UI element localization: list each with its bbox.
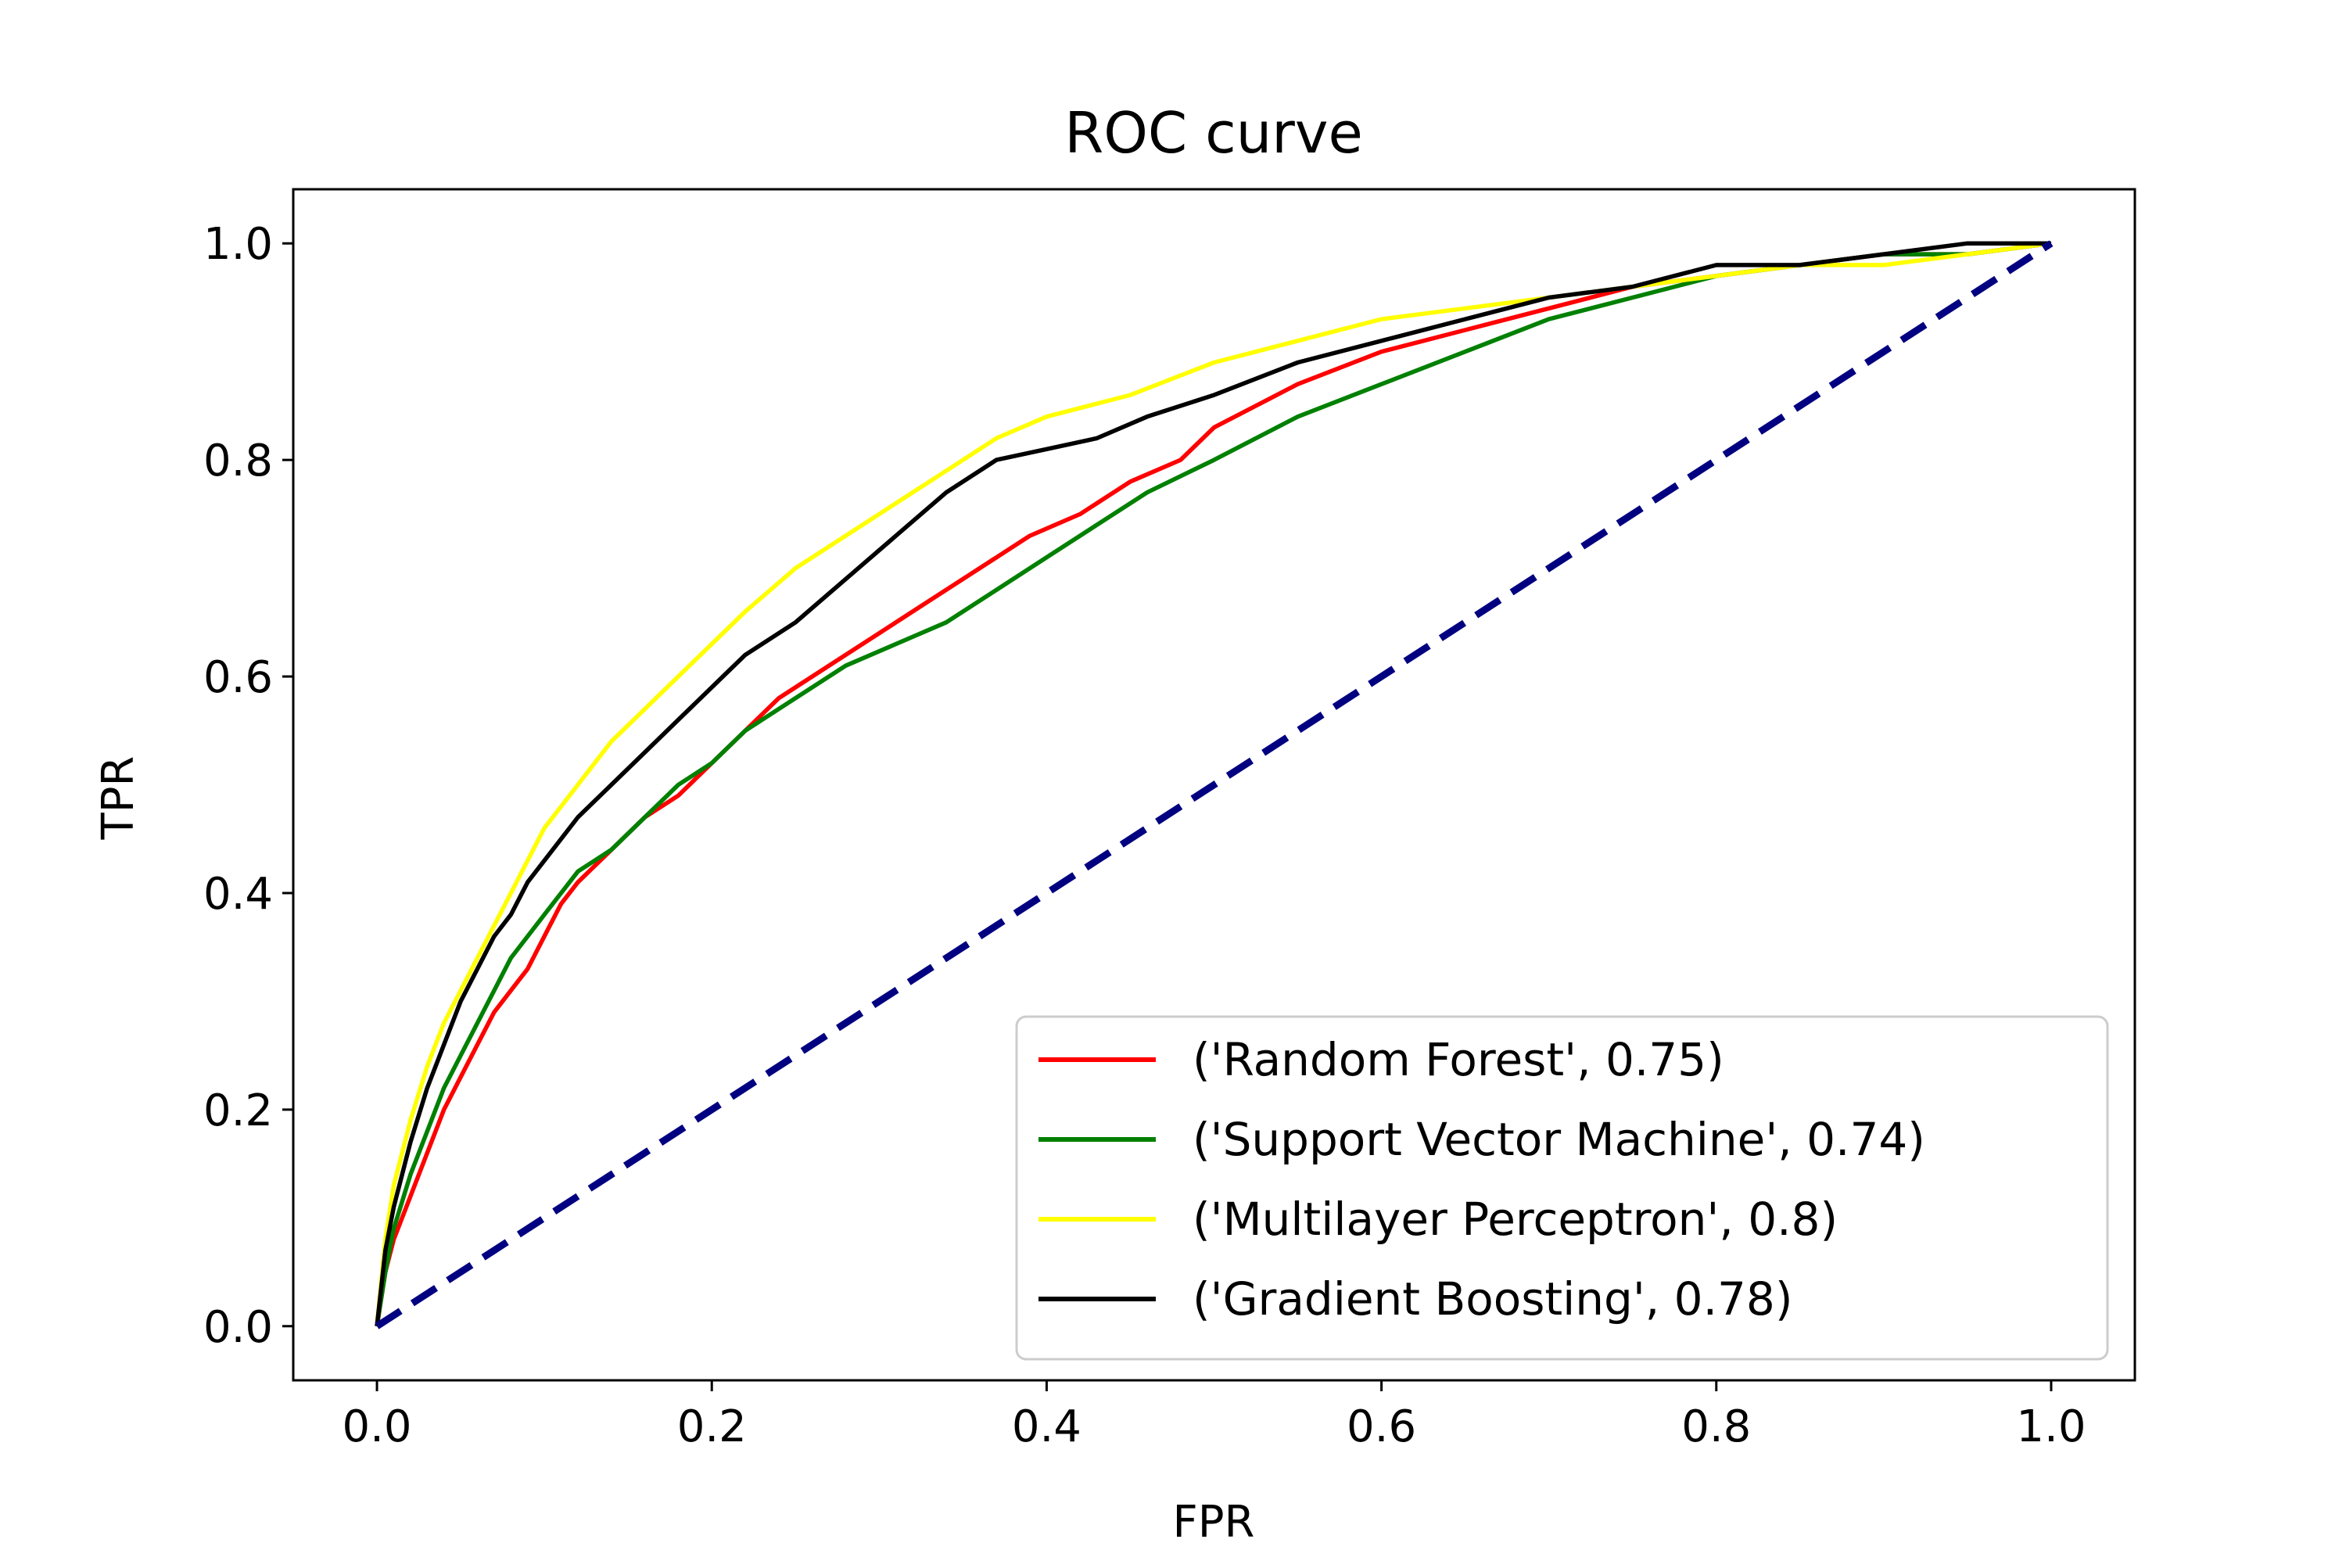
plot-area: 0.0 0.2 0.4 0.6 0.8 1.0 0.0 0.2 0.4 0.6 0.8 1.0 ('Ra… <box>203 188 2136 1452</box>
legend-label: ('Gradient Boosting', 0.78) <box>1193 1272 1792 1326</box>
y-tick-label: 1.0 <box>203 219 273 270</box>
x-tick-label: 0.0 <box>343 1401 412 1452</box>
y-tick-label: 0.0 <box>203 1302 273 1353</box>
y-axis-label: TPR <box>93 756 144 841</box>
x-tick-label: 0.4 <box>1012 1401 1082 1452</box>
series-line-0 <box>375 241 2052 1327</box>
plot-frame <box>292 188 2136 1382</box>
legend-label: ('Multilayer Perceptron', 0.8) <box>1193 1193 1838 1246</box>
y-tick-label: 0.6 <box>203 652 273 703</box>
chart-title: ROC curve <box>1064 100 1363 166</box>
x-tick-label: 1.0 <box>2016 1401 2086 1452</box>
y-tick-label: 0.2 <box>203 1085 273 1136</box>
legend-label: ('Random Forest', 0.75) <box>1193 1033 1724 1086</box>
x-axis-label: FPR <box>1173 1497 1255 1548</box>
series-line-3 <box>375 241 2051 1327</box>
legend-label: ('Support Vector Machine', 0.74) <box>1193 1113 1925 1166</box>
x-tick-label: 0.8 <box>1681 1401 1751 1452</box>
y-tick-label: 0.8 <box>203 436 273 486</box>
series-line-1 <box>375 241 2052 1327</box>
legend-box <box>1015 1015 2109 1361</box>
legend: ('Random Forest', 0.75) ('Support Vector … <box>1015 1015 2109 1361</box>
y-tick-label: 0.4 <box>203 869 273 920</box>
chance-diagonal-line <box>375 240 2054 1329</box>
x-tick-label: 0.2 <box>677 1401 747 1452</box>
series-group <box>375 240 2054 1329</box>
x-tick-label: 0.6 <box>1347 1401 1416 1452</box>
